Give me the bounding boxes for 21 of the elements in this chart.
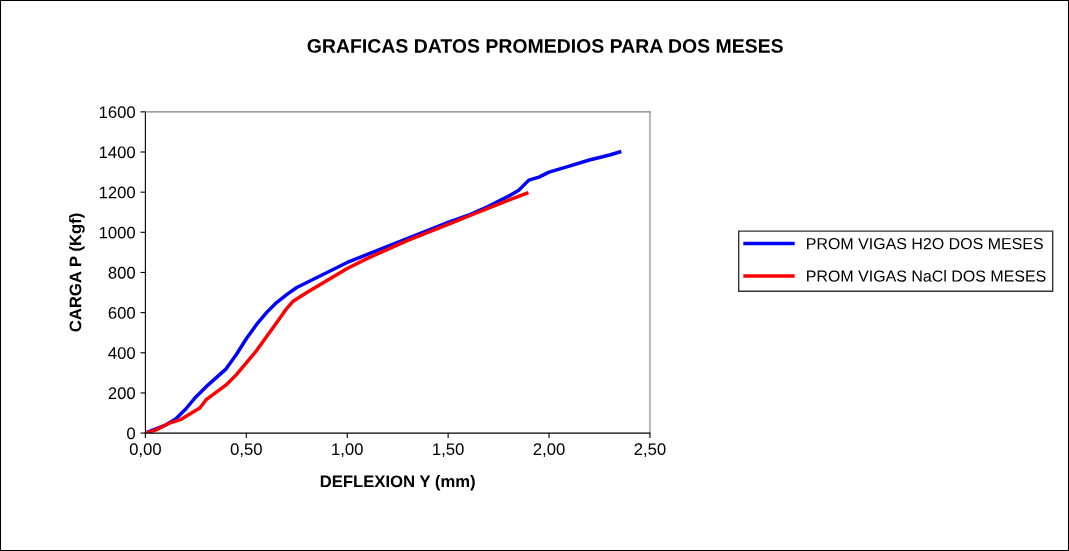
- y-tick-label: 800: [108, 266, 136, 279]
- y-tick-label: 1600: [99, 106, 136, 119]
- x-axis-title: DEFLEXION Y (mm): [320, 475, 475, 491]
- y-tick-label: 400: [108, 347, 136, 359]
- y-axis-title: CARGA P (Kgf): [69, 213, 85, 332]
- y-tick-label: 1000: [99, 226, 136, 239]
- x-tick-label: 2,50: [634, 443, 666, 458]
- y-tick-label: 600: [108, 307, 136, 319]
- x-tick-label: 1,00: [332, 443, 363, 458]
- line-series: [145, 191, 529, 434]
- y-tick-label: 1400: [99, 146, 136, 159]
- legend-label: PROM VIGAS NaCl DOS MESES: [807, 270, 1046, 282]
- y-tick-label: 0: [127, 427, 136, 440]
- y-tick-label: 1200: [99, 186, 136, 199]
- x-tick-label: 1,50: [433, 443, 464, 458]
- x-tick-label: 0,50: [230, 443, 262, 458]
- y-tick-label: 200: [108, 387, 136, 400]
- x-tick-label: 0,00: [129, 443, 161, 458]
- chart-title: GRAFICAS DATOS PROMEDIOS PARA DOS MESES: [307, 39, 783, 53]
- x-tick-label: 2,00: [533, 443, 565, 458]
- legend-label: PROM VIGAS H2O DOS MESES: [807, 237, 1043, 250]
